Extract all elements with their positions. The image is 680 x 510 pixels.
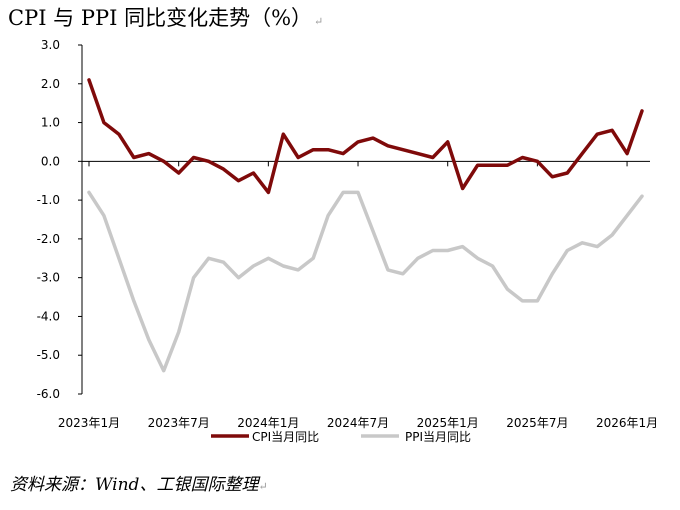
source-note: 资料来源：Wind、工银国际整理↵ [10,470,268,495]
y-tick-label: -1.0 [37,193,60,207]
y-tick-label: -6.0 [37,387,60,401]
x-tick-label: 2023年7月 [148,416,210,430]
cpi-series-line [87,78,644,195]
y-tick-label: -2.0 [37,232,60,246]
legend-ppi-label: PPI当月同比 [405,430,471,444]
x-tick-label: 2025年7月 [506,416,568,430]
y-tick-label: -5.0 [37,348,60,362]
y-tick-label: 0.0 [41,154,60,168]
y-tick-label: -3.0 [37,271,60,285]
x-tick-label: 2024年1月 [237,416,299,430]
line-chart: 3.0 2.0 1.0 0.0 -1.0 -2.0 -3.0 -4.0 -5.0 -6.0 2023… [37,38,659,444]
chart-title: CPI 与 PPI 同比变化走势（%） ↵ [8,2,323,32]
ppi-series-line [87,190,644,373]
chart-title-text: CPI 与 PPI 同比变化走势（%） [8,6,313,30]
y-tick-label: 3.0 [41,38,60,52]
x-tick-label: 2026年1月 [596,416,658,430]
x-tick-label: 2024年7月 [327,416,389,430]
y-tick-label: 1.0 [41,116,60,130]
source-text: 资料来源：Wind、工银国际整理 [10,475,259,495]
y-tick-label: 2.0 [41,77,60,91]
x-tick-label: 2023年1月 [58,416,120,430]
paragraph-mark-icon: ↵ [314,15,324,28]
x-tick-label: 2025年1月 [417,416,479,430]
paragraph-mark-icon: ↵ [258,480,268,493]
y-tick-label: -4.0 [37,309,60,323]
legend-cpi-label: CPI当月同比 [252,430,319,444]
